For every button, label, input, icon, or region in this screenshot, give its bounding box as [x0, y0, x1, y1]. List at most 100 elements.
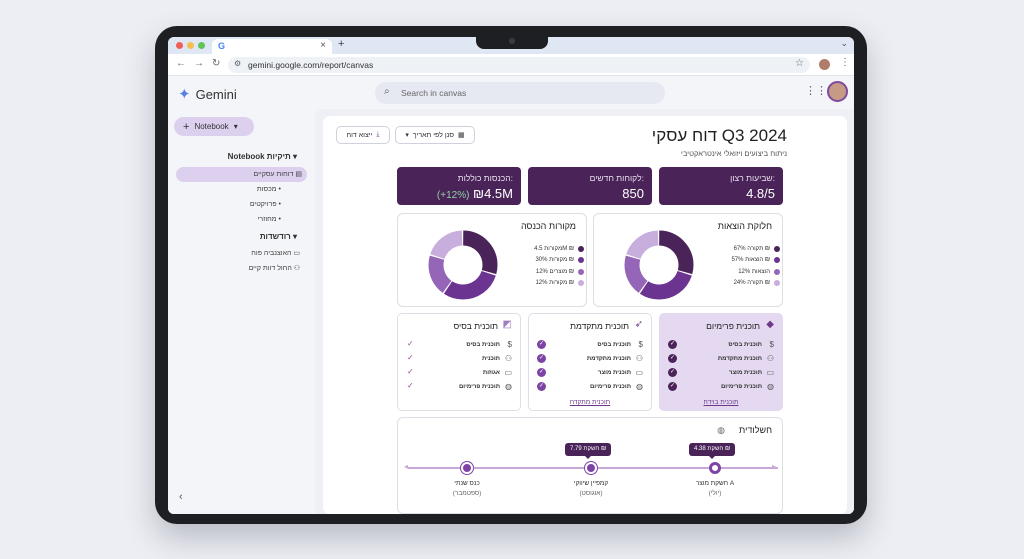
browser-tab[interactable]: G × [212, 39, 332, 54]
plan-link[interactable]: תוכנית בוידח [703, 399, 739, 406]
timeline-event: קמפיין שיווקי (אוגוסט) [551, 480, 631, 497]
new-tab-button[interactable]: + [338, 38, 345, 50]
timeline-event: כנס שנתי (ספטמבר) [427, 480, 507, 497]
plan-title: תוכנית פרימיום [706, 321, 760, 331]
minimize-window-dot[interactable] [187, 42, 194, 49]
gemini-app: ✦ Gemini ⌕ Search in canvas ⋮⋮⋮ + Notebo… [168, 76, 854, 514]
sidebar-section-label: Notebook תיקיות [227, 152, 291, 161]
check-icon: ✓ [537, 354, 546, 363]
donut-slice[interactable] [428, 230, 498, 300]
plan-row: ◍ תוכנית פרימיום ✓ [668, 382, 774, 394]
back-icon[interactable]: ← [176, 58, 186, 69]
timeline-node[interactable] [461, 462, 473, 474]
check-icon: ✓ [537, 340, 546, 349]
kpi-satisfaction[interactable]: שביעות רצון: 4.8/5 [659, 167, 783, 205]
kpi-value: 4.8/5 [746, 186, 775, 201]
donut-slice[interactable] [624, 230, 694, 300]
donut-slice[interactable] [624, 230, 694, 300]
address-bar[interactable]: ⚙ gemini.google.com/report/canvas ☆ [228, 57, 810, 73]
canvas-search[interactable]: ⌕ Search in canvas [375, 82, 665, 104]
globe-icon: ◍ [767, 382, 774, 391]
tab-menu-icon[interactable]: ⌄ [840, 38, 848, 48]
plan-row-label: תוכנית פרימיום [720, 384, 762, 390]
browser-menu-icon[interactable]: ⋮ [840, 57, 850, 68]
bookmark-star-icon[interactable]: ☆ [795, 58, 804, 69]
maximize-window-dot[interactable] [198, 42, 205, 49]
gemini-brand[interactable]: ✦ Gemini [178, 85, 237, 103]
globe-icon: ◍ [505, 382, 512, 391]
browser-toolbar: ← → ↻ ⚙ gemini.google.com/report/canvas … [168, 54, 854, 76]
calendar-icon: ▦ [457, 132, 465, 139]
dollar-icon: $ [769, 340, 774, 349]
tab-close-icon[interactable]: × [320, 40, 326, 51]
sidebar-section-archive[interactable]: רודשדות ▾ [259, 232, 297, 241]
profile-avatar[interactable] [819, 59, 830, 70]
kpi-label: הכנסות כוללות: [457, 173, 513, 183]
date-filter-button[interactable]: ▾ סנן לפי תאריך ▦ [395, 126, 475, 144]
report-card: ייצוא דוח ⤓ ▾ סנן לפי תאריך ▦ דוח עסקי Q… [323, 116, 847, 514]
donut-slice[interactable] [428, 230, 498, 300]
timeline-box: חשלודית ◍ ◂ ▸ חשקת 4.38 ₪ חשקת 7.79 ₪ חש… [397, 417, 783, 514]
site-info-icon[interactable]: ⚙ [234, 59, 242, 68]
timeline-node[interactable] [585, 462, 597, 474]
plan-row: ⚇ תוכנית מתקדמת ✓ [537, 354, 643, 366]
legend-swatch [774, 257, 780, 264]
legend-swatch [774, 245, 780, 252]
sidebar-item-folder[interactable]: האוצנביה פוח ▭ [251, 249, 300, 257]
box-icon: ◩ [502, 319, 512, 330]
check-icon: ✓ [407, 339, 414, 348]
plan-card-premium[interactable]: ◆ תוכנית פרימיום $ תוכנית בסיס ✓ ⚇ תוכנית מ… [659, 313, 783, 411]
dollar-icon: $ [507, 340, 512, 349]
card-icon: ▭ [766, 368, 774, 377]
legend-item: מקורות 4.5M ₪ [522, 243, 584, 255]
check-icon: ✓ [668, 368, 677, 377]
plan-link[interactable]: תוכנית מתקדח [569, 399, 611, 406]
kpi-value: 850 [622, 186, 644, 201]
close-window-dot[interactable] [176, 42, 183, 49]
legend-item: הוצאות 57% ₪ [718, 255, 780, 267]
sidebar-item-business-reports[interactable]: דוחות עסקיים ▤ [253, 170, 302, 178]
revenue-legend: מקורות 4.5M ₪ מקורות 30% ₪ מוצרים 12% ₪ … [522, 243, 584, 289]
collapse-sidebar-icon[interactable]: ‹ [179, 491, 183, 503]
export-report-button[interactable]: ייצוא דוח ⤓ [336, 126, 390, 144]
expenses-donut[interactable] [623, 229, 695, 301]
search-icon: ⌕ [384, 86, 390, 97]
legend-label: תקורה 67% ₪ [733, 245, 770, 252]
kpi-value: (+12%) ₪4.5M [437, 186, 513, 201]
timeline-node[interactable] [709, 462, 721, 474]
timeline-bubble: חשקת 7.79 ₪ [565, 443, 612, 459]
revenue-chart-box: מקורות הכנסה מקורות 4.5M ₪ מקורות 30% ₪ … [397, 213, 587, 307]
sidebar-item-label: פרויקטים [249, 201, 277, 208]
user-avatar[interactable] [827, 81, 848, 102]
plan-row-label: אגוזות [482, 370, 500, 376]
download-icon: ⤓ [376, 131, 380, 138]
kpi-new-customers[interactable]: לקוחות חדשים: 850 [528, 167, 652, 205]
arrow-right-icon: ▸ [771, 462, 776, 471]
sidebar-section-folders[interactable]: Notebook תיקיות ▾ [227, 152, 297, 161]
legend-swatch [578, 245, 584, 252]
donut-slice[interactable] [624, 230, 694, 300]
donut-slice[interactable] [428, 230, 498, 300]
diamond-icon: ◆ [766, 319, 774, 330]
notebook-button[interactable]: + Notebook ▾ [174, 117, 254, 136]
legend-label: מקורות 30% ₪ [535, 257, 574, 264]
sidebar-item-quotas[interactable]: מכסות • [256, 186, 281, 193]
export-button-label: ייצוא דוח [346, 131, 373, 139]
kpi-total-revenue[interactable]: הכנסות כוללות: (+12%) ₪4.5M [397, 167, 521, 205]
check-icon: ✓ [537, 382, 546, 391]
reload-icon[interactable]: ↻ [212, 58, 221, 69]
plan-card-basic[interactable]: ◩ תוכנית בסיס $ תוכנית בסיס ✓ ⚇ תוכנית ✓ ▭ אג… [397, 313, 521, 411]
kpi-label: שביעות רצון: [730, 173, 775, 183]
legend-label: 12% הוצאות [738, 268, 770, 275]
sidebar-item-projects[interactable]: פרויקטים • [249, 201, 281, 208]
check-icon: ✓ [668, 354, 677, 363]
sidebar-item-shared[interactable]: החול דוות קיים ⚇ [249, 264, 300, 272]
forward-icon[interactable]: → [194, 58, 204, 69]
plan-card-advanced[interactable]: ➶ תוכנית מתקדמת $ תוכנית בסיס ✓ ⚇ תוכנית מת… [528, 313, 652, 411]
legend-swatch [774, 280, 780, 287]
plan-row: $ תוכנית בסיס ✓ [668, 340, 774, 352]
timeline-event-label: כנס שנתי [454, 480, 480, 487]
google-logo-icon: G [218, 41, 226, 51]
revenue-donut[interactable] [427, 229, 499, 301]
sidebar-item-periodic[interactable]: מחוזרי • [257, 216, 281, 223]
